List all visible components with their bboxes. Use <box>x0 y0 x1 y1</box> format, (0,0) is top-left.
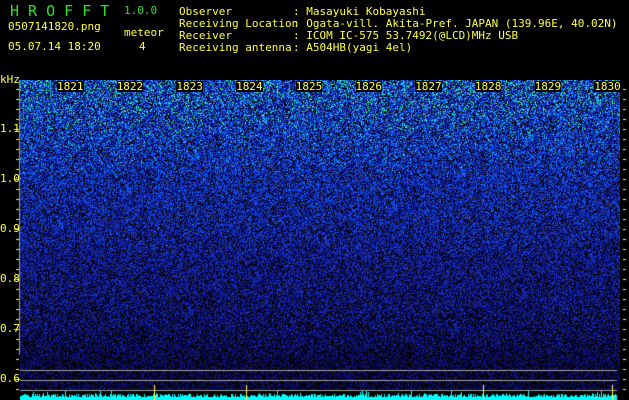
info-label: Receiving antenna <box>179 41 292 54</box>
time-label: 1824 <box>236 80 263 93</box>
y-tick-label: 1.0 <box>0 172 20 185</box>
info-value: : A504HB(yagi 4el) <box>293 41 413 54</box>
time-label: 1823 <box>176 80 203 93</box>
time-label: 1822 <box>116 80 144 93</box>
y-tick-label: 0.6 <box>0 372 20 385</box>
info-value: : Masayuki Kobayashi <box>293 5 426 18</box>
app-version: 1.0.0 <box>124 4 158 17</box>
info-label: Observer <box>179 5 232 18</box>
app-title: H R O F F T <box>10 2 110 20</box>
file-name: 0507141820.png <box>8 20 101 33</box>
y-unit-label: kHz <box>0 73 20 86</box>
info-value: : ICOM IC-575 53.7492(@LCD)MHz USB <box>293 29 519 42</box>
info-label: Receiving Location <box>179 17 299 30</box>
file-datetime: 05.07.14 18:20 <box>8 40 101 53</box>
meteor-count: 4 <box>139 40 146 53</box>
time-label: 1826 <box>355 80 382 93</box>
time-label: 1830 <box>594 80 621 93</box>
y-tick-label: 0.9 <box>0 222 20 235</box>
time-label: 1825 <box>295 80 323 93</box>
info-value: : Ogata-vill. Akita-Pref. JAPAN (139.96E… <box>293 17 618 30</box>
y-tick-label: 1.1 <box>0 122 20 135</box>
y-tick-label: 0.7 <box>0 322 20 335</box>
time-label: 1821 <box>57 80 84 93</box>
meteor-label: meteor <box>124 26 164 39</box>
y-tick-label: 0.8 <box>0 272 20 285</box>
time-label: 1829 <box>534 80 562 93</box>
axes-overlay <box>0 80 629 400</box>
time-label: 1828 <box>474 80 502 93</box>
info-label: Receiver <box>179 29 232 42</box>
time-label: 1827 <box>415 80 442 93</box>
